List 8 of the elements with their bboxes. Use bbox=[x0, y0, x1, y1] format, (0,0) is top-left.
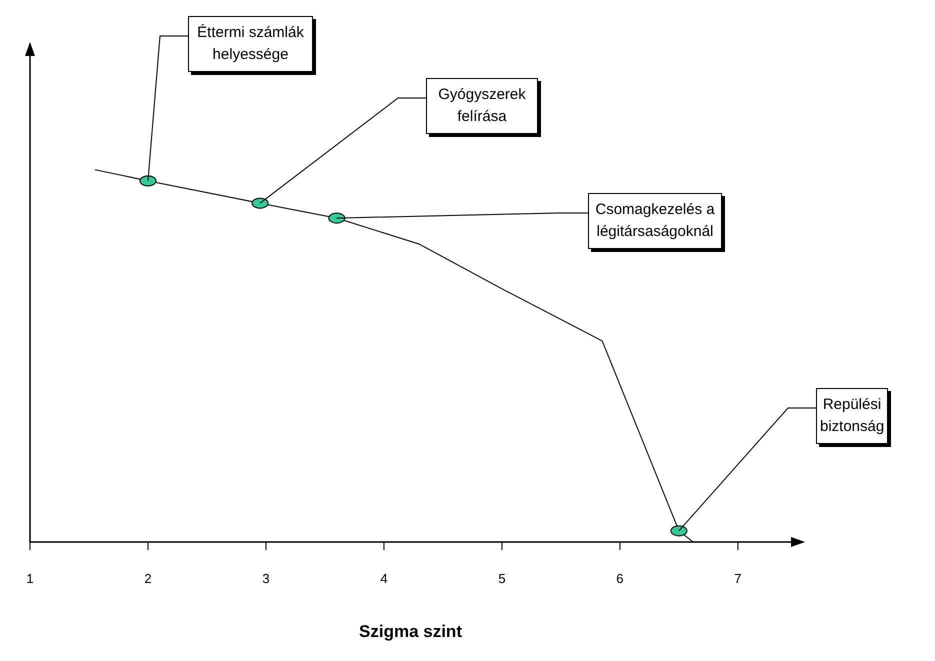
x-tick-label: 2 bbox=[144, 571, 152, 586]
x-tick-label: 4 bbox=[380, 571, 388, 586]
x-tick-label: 6 bbox=[616, 571, 624, 586]
x-tick-label: 3 bbox=[262, 571, 270, 586]
x-tick-label: 5 bbox=[498, 571, 506, 586]
x-tick-label: 7 bbox=[734, 571, 742, 586]
x-tick-label: 1 bbox=[26, 571, 34, 586]
x-axis-title: Szigma szint bbox=[359, 622, 462, 641]
